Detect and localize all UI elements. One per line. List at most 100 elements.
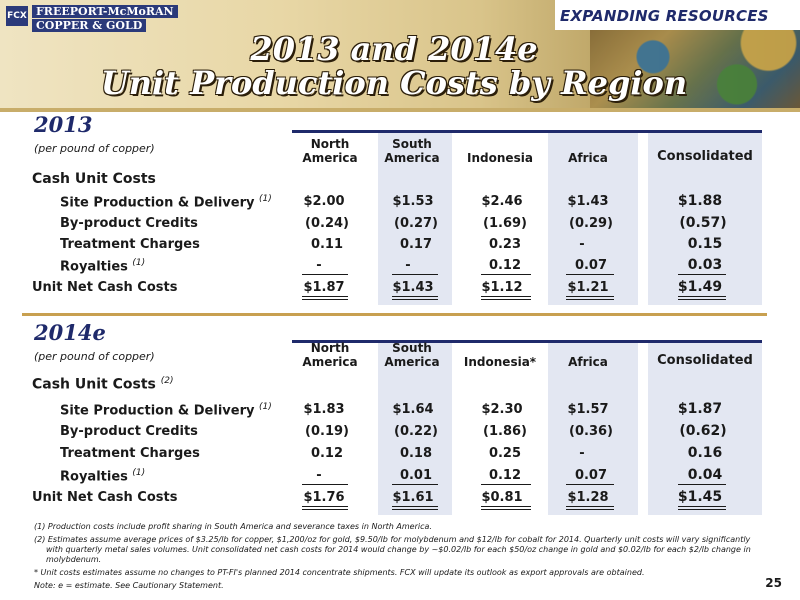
cash-unit-costs-label-2014: Cash Unit Costs (2) [32, 376, 174, 393]
value-2013-total-indonesia: $1.12 [481, 280, 523, 295]
value-2014-site-africa: $1.57 [567, 402, 609, 417]
row-label-site-production-2014: Site Production & Delivery (1) [60, 402, 272, 419]
underline-2013-africa [566, 274, 614, 275]
row-label-royalties-2013: Royalties (1) [60, 258, 146, 275]
value-2014-royalties-africa: 0.07 [574, 468, 608, 483]
column-shade-south-america-2014 [378, 343, 452, 515]
header-bottom-rule [0, 108, 800, 112]
logo-line-1: FREEPORT-McMoRAN [32, 5, 178, 18]
value-2014-total-indonesia: $0.81 [481, 490, 523, 505]
value-2013-byproduct-africa: (0.29) [569, 216, 613, 231]
double-underline-2013-consolidated [678, 296, 726, 300]
underline-2013-consolidated [678, 274, 726, 275]
value-2014-site-consolidated: $1.87 [677, 401, 723, 417]
value-2014-total-consolidated: $1.45 [677, 489, 723, 505]
value-2013-byproduct-north: (0.24) [305, 216, 349, 231]
underline-2013-south [392, 274, 438, 275]
underline-2014-north [302, 484, 348, 485]
header-rule-2013 [292, 130, 762, 133]
company-logo-icon: FCX [6, 6, 28, 26]
value-2013-byproduct-indonesia: (1.69) [483, 216, 527, 231]
value-2013-site-indonesia: $2.46 [481, 194, 523, 209]
column-header-consolidated-2013: Consolidated [657, 149, 753, 164]
double-underline-2014-south [392, 506, 438, 510]
underline-2013-indonesia [481, 274, 531, 275]
value-2014-byproduct-north: (0.19) [305, 424, 349, 439]
value-2014-site-north: $1.83 [303, 402, 345, 417]
footnote-3: * Unit costs estimates assume no changes… [34, 568, 645, 577]
underline-2014-south [392, 484, 438, 485]
row-label-byproduct-credits-2013: By-product Credits [60, 216, 198, 231]
value-2014-royalties-north: - [316, 468, 322, 483]
row-label-unit-net-cash-costs-2013: Unit Net Cash Costs [32, 280, 178, 295]
column-shade-africa-2013 [548, 133, 638, 305]
value-2013-byproduct-consolidated: (0.57) [679, 215, 727, 231]
column-shade-africa-2014 [548, 343, 638, 515]
underline-2014-africa [566, 484, 614, 485]
value-2014-site-indonesia: $2.30 [481, 402, 523, 417]
value-2014-site-south: $1.64 [392, 402, 434, 417]
row-label-unit-net-cash-costs-2014: Unit Net Cash Costs [32, 490, 178, 505]
value-2014-royalties-consolidated: 0.04 [687, 467, 723, 483]
value-2014-total-north: $1.76 [303, 490, 345, 505]
double-underline-2013-africa [566, 296, 614, 300]
value-2014-treatment-africa: - [579, 446, 585, 461]
row-label-treatment-charges-2014: Treatment Charges [60, 446, 200, 461]
value-2013-site-south: $1.53 [392, 194, 434, 209]
value-2014-royalties-south: 0.01 [399, 468, 433, 483]
double-underline-2013-indonesia [481, 296, 531, 300]
double-underline-2014-africa [566, 506, 614, 510]
row-label-site-production-2013: Site Production & Delivery (1) [60, 194, 272, 211]
footnote-1: (1) Production costs include profit shar… [34, 522, 432, 531]
value-2013-royalties-indonesia: 0.12 [488, 258, 522, 273]
header-photo-collage [590, 20, 800, 112]
value-2014-treatment-south: 0.18 [399, 446, 433, 461]
per-pound-note-2014: (per pound of copper) [34, 350, 155, 363]
company-logo-text: FREEPORT-McMoRAN COPPER & GOLD [32, 5, 178, 33]
value-2013-total-south: $1.43 [392, 280, 434, 295]
value-2013-treatment-north: 0.11 [310, 237, 344, 252]
double-underline-2013-south [392, 296, 438, 300]
value-2014-byproduct-consolidated: (0.62) [679, 423, 727, 439]
value-2013-treatment-indonesia: 0.23 [488, 237, 522, 252]
column-header-africa-2014: Africa [568, 355, 608, 369]
footnote-2: (2) Estimates assume average prices of $… [34, 535, 751, 564]
column-shade-consolidated-2014 [648, 343, 762, 515]
tagline: EXPANDING RESOURCES [560, 7, 769, 25]
value-2013-site-africa: $1.43 [567, 194, 609, 209]
logo-line-2: COPPER & GOLD [32, 19, 147, 32]
value-2013-total-consolidated: $1.49 [677, 279, 723, 295]
footnote-4: Note: e = estimate. See Cautionary State… [34, 581, 224, 590]
section-year-2014e: 2014e [34, 320, 106, 345]
value-2014-total-south: $1.61 [392, 490, 434, 505]
tagline-background [555, 0, 800, 30]
column-header-south-america-2013: South America [384, 137, 440, 165]
column-header-north-america-2013: North America [302, 137, 358, 165]
underline-2014-consolidated [678, 484, 726, 485]
column-header-north-america-2014: North America [302, 341, 358, 369]
column-header-consolidated-2014: Consolidated [657, 353, 753, 368]
underline-2014-indonesia [481, 484, 531, 485]
double-underline-2014-north [302, 506, 348, 510]
value-2013-royalties-africa: 0.07 [574, 258, 608, 273]
row-label-royalties-2014: Royalties (1) [60, 468, 146, 485]
value-2013-site-consolidated: $1.88 [677, 193, 723, 209]
value-2014-treatment-indonesia: 0.25 [488, 446, 522, 461]
double-underline-2014-indonesia [481, 506, 531, 510]
cash-unit-costs-label-2013: Cash Unit Costs [32, 171, 156, 187]
page-title: 2013 and 2014e Unit Production Costs by … [0, 32, 760, 100]
title-line-2: Unit Production Costs by Region [100, 64, 688, 102]
value-2014-treatment-consolidated: 0.16 [687, 445, 723, 461]
value-2014-byproduct-south: (0.22) [394, 424, 438, 439]
value-2013-byproduct-south: (0.27) [394, 216, 438, 231]
row-label-byproduct-credits-2014: By-product Credits [60, 424, 198, 439]
value-2014-byproduct-indonesia: (1.86) [483, 424, 527, 439]
footnotes: (1) Production costs include profit shar… [34, 522, 754, 594]
column-header-south-america-2014: South America [384, 341, 440, 369]
value-2014-total-africa: $1.28 [567, 490, 609, 505]
column-shade-consolidated-2013 [648, 133, 762, 305]
double-underline-2014-consolidated [678, 506, 726, 510]
value-2014-byproduct-africa: (0.36) [569, 424, 613, 439]
page-number: 25 [765, 576, 782, 590]
row-label-treatment-charges-2013: Treatment Charges [60, 237, 200, 252]
